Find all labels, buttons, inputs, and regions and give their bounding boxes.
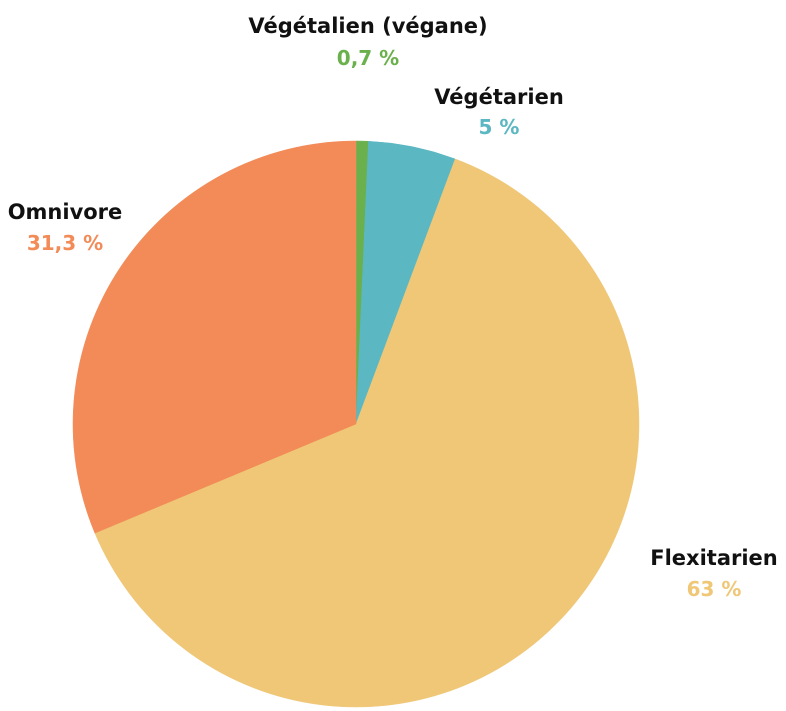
label-vegetarian-value: 5 % (479, 115, 520, 139)
label-flexitarian: Flexitarien 63 % (650, 546, 778, 601)
label-flexitarian-value: 63 % (687, 577, 742, 601)
pie-slices (72, 140, 640, 708)
label-omnivore: Omnivore 31,3 % (8, 200, 123, 255)
label-flexitarian-name: Flexitarien (650, 546, 778, 570)
label-vegetarian: Végétarien 5 % (434, 85, 564, 139)
label-vegetarian-name: Végétarien (434, 85, 564, 109)
label-vegan: Végétalien (végane) 0,7 % (248, 14, 487, 70)
label-omnivore-value: 31,3 % (27, 231, 103, 255)
label-vegan-name: Végétalien (végane) (248, 14, 487, 38)
pie-slice-flexitarian (94, 158, 640, 708)
label-vegan-value: 0,7 % (337, 46, 399, 70)
pie-slice-omnivore (72, 140, 357, 534)
label-omnivore-name: Omnivore (8, 200, 123, 224)
